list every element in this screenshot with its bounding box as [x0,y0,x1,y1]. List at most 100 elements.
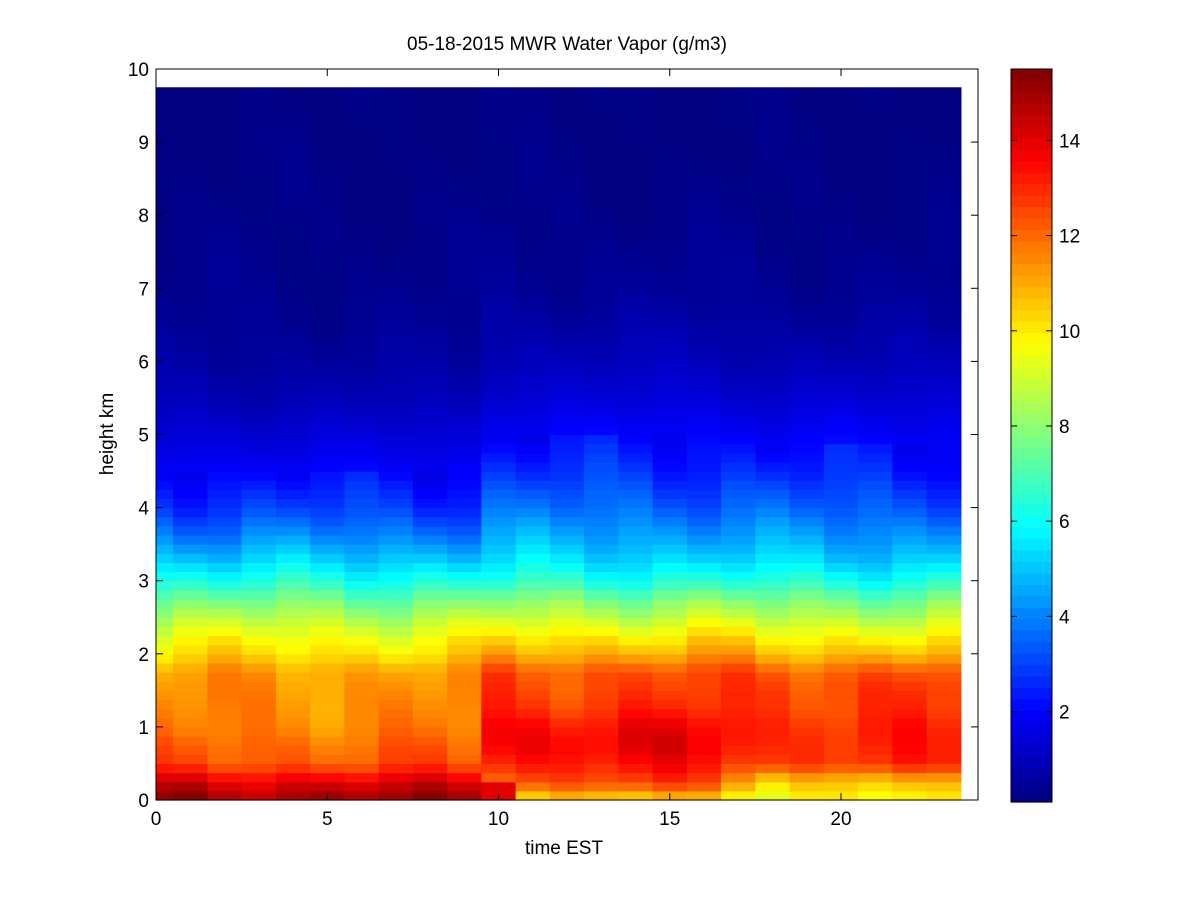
heatmap-cell [447,626,482,637]
heatmap-cell [618,279,654,289]
heatmap-cell [618,461,654,472]
heatmap-cell [275,361,311,372]
heatmap-cell [549,471,585,481]
heatmap-cell [481,726,517,737]
heatmap-cell [481,662,517,673]
heatmap-cell [515,370,551,381]
heatmap-cell [789,260,825,271]
heatmap-cell [823,626,859,637]
heatmap-cell [156,333,174,344]
heatmap-cell [481,708,517,719]
heatmap-cell [344,352,380,362]
heatmap-cell [378,251,414,262]
heatmap-cell [549,306,585,317]
heatmap-cell [892,370,928,381]
heatmap-cell [789,535,825,545]
heatmap-cell [549,206,585,216]
heatmap-cell [241,333,277,344]
heatmap-cell [344,708,380,719]
heatmap-cell [892,123,928,134]
heatmap-cell [156,297,174,308]
heatmap-cell [584,626,619,637]
heatmap-cell [584,206,619,216]
heatmap-cell [344,206,380,216]
heatmap-cell [789,343,825,353]
heatmap-cell [481,461,517,472]
heatmap-cell [858,562,893,573]
heatmap-cell [892,187,928,198]
heatmap-cell [789,489,825,500]
heatmap-cell [412,580,448,591]
heatmap-cell [515,489,551,500]
heatmap-cell [310,306,345,317]
colorbar-segment [1011,492,1052,505]
heatmap-cell [412,434,448,445]
heatmap-cell [241,471,277,481]
heatmap-cell [241,754,277,765]
heatmap-cell [823,370,859,381]
heatmap-cell [241,315,277,326]
heatmap-cell [207,461,243,472]
heatmap-cell [207,397,243,408]
heatmap-cell [173,772,208,783]
heatmap-cell [858,379,893,390]
heatmap-cell [549,653,585,664]
heatmap-cell [310,763,345,774]
heatmap-cell [241,443,277,454]
heatmap-cell [275,187,311,198]
heatmap-cell [515,333,551,344]
heatmap-cell [652,699,688,710]
heatmap-cell [549,516,585,527]
heatmap-cell [755,242,791,253]
heatmap-cell [447,690,482,701]
heatmap-cell [789,434,825,445]
y-tick-label: 4 [138,499,149,520]
heatmap-cell [584,681,619,691]
heatmap-cell [892,87,928,98]
heatmap-cell [241,178,277,189]
heatmap-cell [755,617,791,627]
heatmap-cell [789,270,825,280]
heatmap-cell [686,114,722,125]
heatmap-cell [652,407,688,417]
heatmap-cell [515,608,551,618]
heatmap-cell [892,315,928,326]
heatmap-cell [618,370,654,381]
heatmap-cell [310,471,345,481]
heatmap-cell [447,251,482,262]
heatmap-cell [412,160,448,171]
heatmap-cell [926,672,962,682]
heatmap-cell [173,178,208,189]
heatmap-cell [173,251,208,262]
heatmap-cell [686,196,722,207]
heatmap-cell [378,535,414,545]
heatmap-cell [515,754,551,765]
heatmap-cell [789,233,825,244]
heatmap-cell [858,498,893,509]
heatmap-cell [310,580,345,591]
heatmap-cell [344,745,380,755]
heatmap-cell [789,736,825,746]
heatmap-cell [584,315,619,326]
y-tick-label: 7 [138,279,149,300]
heatmap-cell [721,790,756,801]
heatmap-cell [892,169,928,180]
heatmap-cell [173,726,208,737]
heatmap-cell [926,169,962,180]
heatmap-cell [584,379,619,390]
heatmap-cell [858,754,893,765]
heatmap-cell [652,553,688,564]
heatmap-cell [173,324,208,335]
heatmap-cell [447,416,482,426]
heatmap-cell [241,535,277,545]
heatmap-cell [652,96,688,107]
heatmap-cell [156,233,174,244]
heatmap-cell [412,370,448,381]
heatmap-cell [858,525,893,536]
heatmap-cell [412,653,448,664]
x-tick-label: 15 [659,809,680,830]
heatmap-cell [549,452,585,463]
heatmap-cell [549,562,585,573]
heatmap-cell [515,525,551,536]
heatmap-cell [618,187,654,198]
